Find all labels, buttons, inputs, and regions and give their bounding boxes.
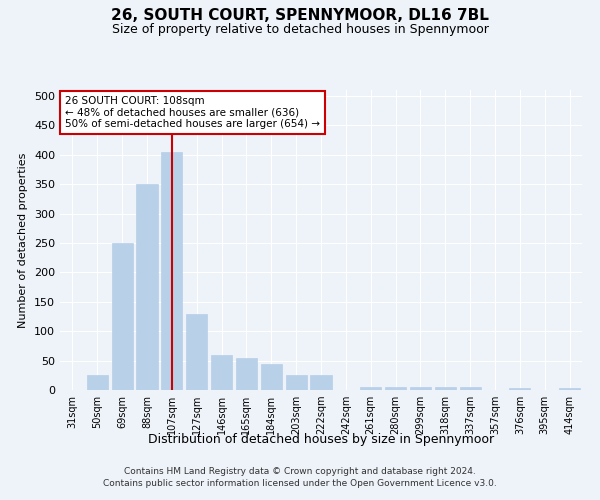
Bar [460, 387, 481, 390]
Bar [559, 388, 580, 390]
Bar [385, 387, 406, 390]
Bar [410, 387, 431, 390]
Bar [310, 376, 332, 390]
Bar [112, 243, 133, 390]
Bar [87, 376, 108, 390]
Text: Contains HM Land Registry data © Crown copyright and database right 2024.: Contains HM Land Registry data © Crown c… [124, 468, 476, 476]
Bar [161, 152, 182, 390]
Y-axis label: Number of detached properties: Number of detached properties [19, 152, 28, 328]
Bar [236, 358, 257, 390]
Bar [509, 388, 530, 390]
Bar [211, 354, 232, 390]
Text: 26, SOUTH COURT, SPENNYMOOR, DL16 7BL: 26, SOUTH COURT, SPENNYMOOR, DL16 7BL [111, 8, 489, 22]
Text: 26 SOUTH COURT: 108sqm
← 48% of detached houses are smaller (636)
50% of semi-de: 26 SOUTH COURT: 108sqm ← 48% of detached… [65, 96, 320, 129]
Text: Contains public sector information licensed under the Open Government Licence v3: Contains public sector information licen… [103, 479, 497, 488]
Text: Size of property relative to detached houses in Spennymoor: Size of property relative to detached ho… [112, 22, 488, 36]
Text: Distribution of detached houses by size in Spennymoor: Distribution of detached houses by size … [148, 432, 494, 446]
Bar [286, 376, 307, 390]
Bar [136, 184, 158, 390]
Bar [435, 387, 456, 390]
Bar [261, 364, 282, 390]
Bar [360, 387, 381, 390]
Bar [186, 314, 207, 390]
